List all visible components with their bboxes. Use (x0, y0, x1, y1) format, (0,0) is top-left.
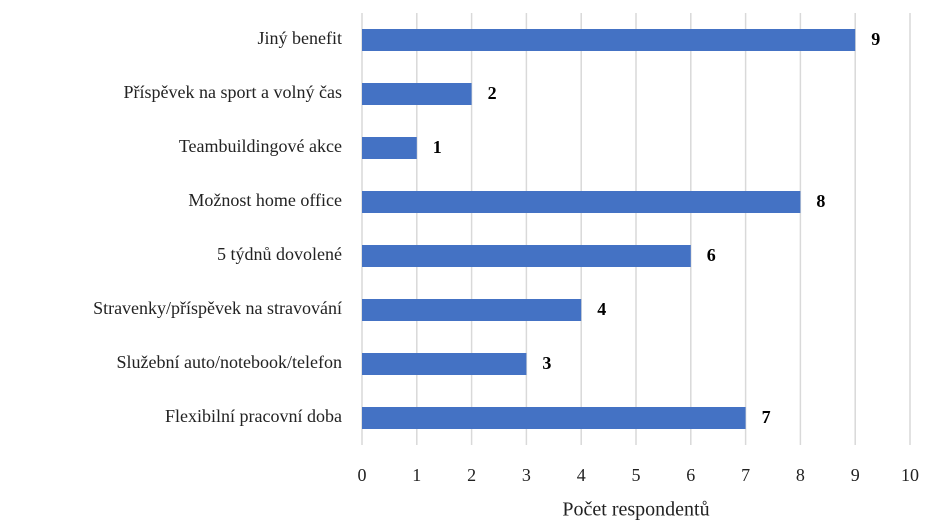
bar (362, 299, 582, 321)
value-label: 1 (433, 137, 442, 157)
value-label: 3 (542, 353, 551, 373)
x-tick-label: 6 (686, 465, 695, 485)
bar (362, 29, 856, 51)
x-tick-label: 5 (632, 465, 641, 485)
x-tick-label: 8 (796, 465, 805, 485)
x-tick-label: 10 (901, 465, 919, 485)
x-tick-label: 7 (741, 465, 750, 485)
y-tick-label: Jiný benefit (258, 28, 342, 48)
y-tick-label: Flexibilní pracovní doba (165, 406, 342, 426)
y-tick-label: Teambuildingové akce (179, 136, 342, 156)
x-tick-label: 2 (467, 465, 476, 485)
bar (362, 191, 801, 213)
y-tick-label: Možnost home office (188, 190, 342, 210)
bar (362, 137, 417, 159)
x-tick-label: 9 (851, 465, 860, 485)
value-label: 2 (488, 83, 497, 103)
bar (362, 353, 527, 375)
value-label: 7 (762, 407, 771, 427)
value-label: 8 (816, 191, 825, 211)
bar (362, 83, 472, 105)
x-tick-label: 1 (412, 465, 421, 485)
y-tick-label: Příspěvek na sport a volný čas (124, 82, 342, 102)
value-label: 9 (871, 29, 880, 49)
bar (362, 407, 746, 429)
x-tick-label: 4 (577, 465, 586, 485)
value-label: 6 (707, 245, 716, 265)
bar (362, 245, 691, 267)
value-label: 4 (597, 299, 606, 319)
y-tick-label: 5 týdnů dovolené (217, 244, 342, 264)
x-tick-label: 3 (522, 465, 531, 485)
x-axis-label: Počet respondentů (562, 499, 709, 521)
y-tick-label: Stravenky/příspěvek na stravování (93, 298, 342, 318)
y-tick-label: Služební auto/notebook/telefon (117, 352, 342, 372)
x-tick-label: 0 (358, 465, 367, 485)
